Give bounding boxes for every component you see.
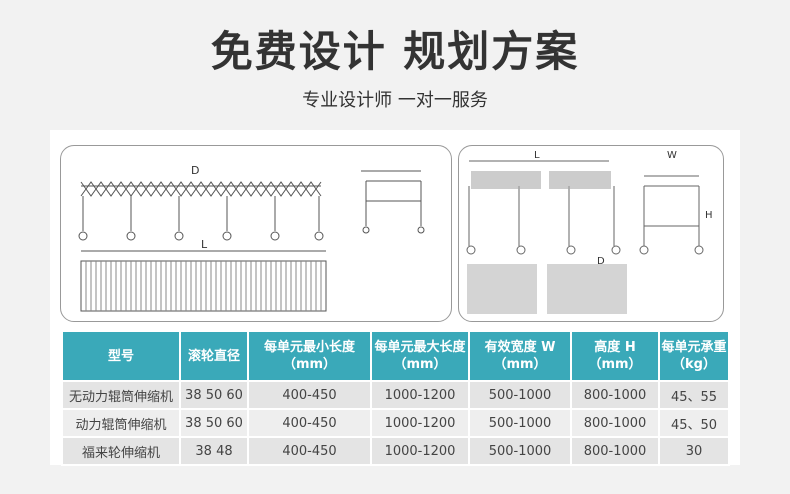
table-header-row: 型号 滚轮直径 每单元最小长度（mm） 每单元最大长度（mm） 有效宽度 W（m… [61,330,730,382]
page-title: 免费设计 规划方案 [210,27,580,76]
table-row: 福来轮伸缩机 38 48 400-450 1000-1200 500-1000 800-1… [61,436,730,466]
col-model: 型号 [61,330,181,382]
cell: 1000-1200 [370,408,470,438]
cell: 500-1000 [468,380,572,410]
right-w-label: W [667,150,677,161]
cell: 500-1000 [468,408,572,438]
roller-conveyor-drawing: D L [60,145,452,322]
dimension-l-label: L [201,238,208,251]
col-roller-diameter: 滚轮直径 [179,330,249,382]
col-max-length: 每单元最大长度（mm） [370,330,470,382]
col-min-length: 每单元最小长度（mm） [247,330,372,382]
dimension-d-label: D [191,164,199,177]
cell: 45、50 [658,408,730,438]
cell: 400-450 [247,408,372,438]
right-h-label: H [705,210,713,221]
cell: 38 48 [179,436,249,466]
cell: 38 50 60 [179,408,249,438]
cell: 动力辊筒伸缩机 [61,408,181,438]
col-height: 高度 H（mm） [570,330,660,382]
spec-table: 型号 滚轮直径 每单元最小长度（mm） 每单元最大长度（mm） 有效宽度 W（m… [61,330,730,466]
cell: 800-1000 [570,380,660,410]
product-card: D L L W H D 型号 滚轮直径 每单元最小长度（mm） [50,130,740,466]
roller-conveyor-svg: D L [78,164,425,312]
cell: 38 50 60 [179,380,249,410]
cell: 400-450 [247,380,372,410]
cell: 福来轮伸缩机 [61,436,181,466]
wheel-conveyor-svg: L W H D [466,150,713,314]
cell: 1000-1200 [370,436,470,466]
col-load: 每单元承重（kg） [658,330,730,382]
col-width: 有效宽度 W（mm） [468,330,572,382]
cell: 无动力辊筒伸缩机 [61,380,181,410]
cell: 45、55 [658,380,730,410]
cell: 800-1000 [570,436,660,466]
cell: 800-1000 [570,408,660,438]
cell: 400-450 [247,436,372,466]
cell: 30 [658,436,730,466]
right-l-label: L [534,150,540,161]
cell: 500-1000 [468,436,572,466]
right-d-label: D [597,256,605,267]
cell: 1000-1200 [370,380,470,410]
page-subtitle: 专业设计师 一对一服务 [302,90,488,111]
table-row: 动力辊筒伸缩机 38 50 60 400-450 1000-1200 500-1000 8… [61,408,730,438]
table-row: 无动力辊筒伸缩机 38 50 60 400-450 1000-1200 500-1000… [61,380,730,410]
wheel-conveyor-drawing: L W H D [458,145,724,322]
